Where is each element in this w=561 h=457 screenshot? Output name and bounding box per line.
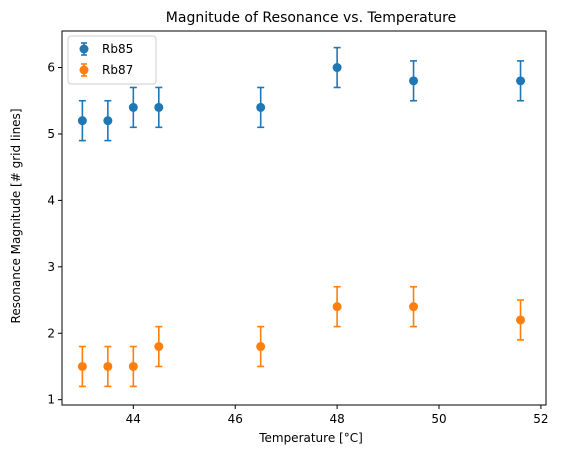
data-point (154, 342, 164, 352)
data-point (409, 302, 419, 312)
data-point (154, 102, 164, 112)
data-point (516, 315, 526, 325)
data-point (256, 102, 266, 112)
data-point (77, 361, 87, 371)
x-axis-title: Temperature [°C] (258, 431, 363, 445)
y-tick-label: 6 (47, 61, 55, 75)
x-tick-label: 44 (126, 412, 141, 426)
data-point (103, 116, 113, 126)
y-tick-label: 5 (47, 127, 55, 141)
y-tick-label: 1 (47, 393, 55, 407)
legend-label: Rb87 (102, 63, 133, 77)
data-point (103, 361, 113, 371)
y-tick-label: 3 (47, 260, 55, 274)
x-tick-label: 46 (228, 412, 243, 426)
data-point (516, 76, 526, 86)
series-rb87 (77, 285, 526, 388)
legend-marker (79, 65, 89, 75)
y-axis: 1 2 3 4 5 6 (47, 61, 62, 407)
y-axis-title: Resonance Magnitude [# grid lines] (9, 109, 23, 324)
data-point (332, 63, 342, 73)
legend-marker (79, 44, 89, 54)
data-point (409, 76, 419, 86)
legend-box (67, 35, 157, 85)
data-point (77, 116, 87, 126)
legend: Rb85 Rb87 (67, 35, 157, 85)
x-tick-label: 50 (431, 412, 446, 426)
plot-frame (61, 30, 547, 406)
data-point (332, 302, 342, 312)
data-point (128, 361, 138, 371)
plot-area (77, 46, 526, 388)
x-tick-label: 52 (533, 412, 548, 426)
series-rb85 (77, 46, 526, 142)
legend-label: Rb85 (102, 42, 133, 56)
x-tick-label: 48 (329, 412, 344, 426)
x-axis: 44 46 48 50 52 (126, 405, 549, 426)
y-tick-label: 4 (47, 193, 55, 207)
chart-title: Magnitude of Resonance vs. Temperature (166, 10, 456, 26)
data-point (256, 342, 266, 352)
y-tick-label: 2 (47, 326, 55, 340)
data-point (128, 102, 138, 112)
